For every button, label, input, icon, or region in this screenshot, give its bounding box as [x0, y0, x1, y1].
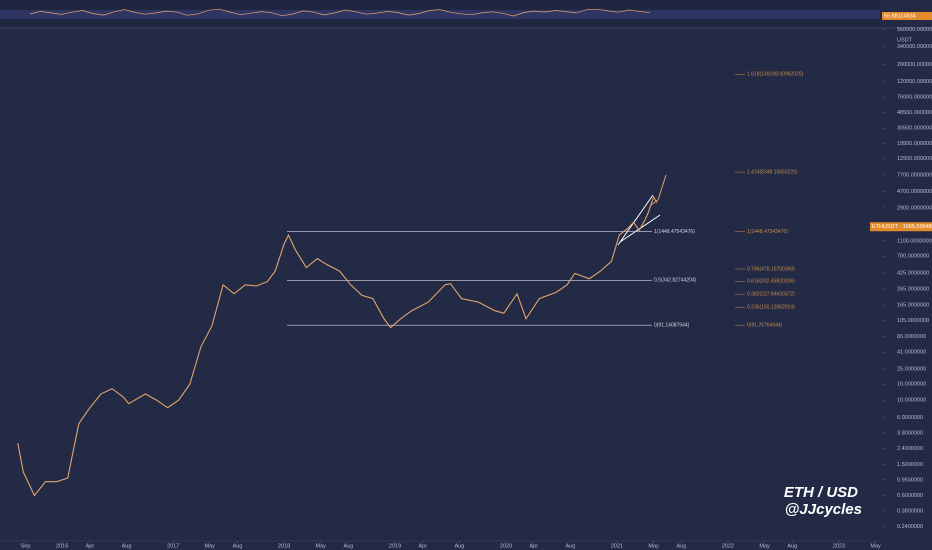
fib-label: 0.5(342.82744204)	[654, 278, 697, 284]
x-tick-label: Apr	[86, 543, 95, 549]
y-tick-label: 265.0000000	[897, 286, 929, 292]
x-tick-label: 2022	[722, 543, 734, 549]
y-tick-label: 4700.0000000	[897, 189, 932, 195]
axis-unit: USDT	[897, 37, 913, 43]
rsi-value-box	[882, 12, 932, 20]
y-tick-label: 700.0000000	[897, 254, 929, 260]
y-tick-label: 2.4000000	[897, 446, 923, 452]
y-tick-label: 76000.0000000	[897, 95, 932, 101]
x-tick-label: Aug	[122, 543, 132, 549]
y-tick-label: 560000.0000000	[897, 27, 932, 33]
extension-label: 0.786(478.16700369)	[747, 266, 795, 272]
x-tick-label: Apr	[529, 543, 538, 549]
rsi-band	[0, 10, 880, 19]
y-tick-label: 105.0000000	[897, 318, 929, 324]
y-tick-label: 340000.0000000	[897, 44, 932, 50]
x-tick-label: 2020	[500, 543, 512, 549]
fib-label: 0(91.14087944)	[654, 323, 690, 329]
x-tick-label: Aug	[565, 543, 575, 549]
rsi-line	[29, 8, 651, 17]
y-tick-label: 30500.0000000	[897, 126, 932, 132]
projection	[650, 174, 667, 206]
y-tick-label: 165.0000000	[897, 303, 929, 309]
y-tick-label: 1.5000000	[897, 462, 923, 468]
x-tick-label: 2016	[56, 543, 68, 549]
x-tick-label: Aug	[233, 543, 243, 549]
y-tick-label: 0.2400000	[897, 524, 923, 530]
extension-label: 0.382(227.84600372)	[747, 291, 795, 297]
extension-label: 1(1448.47543476)	[747, 229, 788, 235]
y-tick-label: 200000.0000000	[897, 62, 932, 68]
x-tick-label: 2019	[389, 543, 401, 549]
y-tick-label: 2900.0000000	[897, 205, 932, 211]
watermark-subtitle: @JJcycles	[785, 501, 862, 518]
price-label-box	[870, 222, 932, 232]
y-tick-label: 3.8000000	[897, 430, 923, 436]
y-tick-label: 10.0000000	[897, 398, 926, 404]
y-tick-label: 65.0000000	[897, 334, 926, 340]
extension-label: 1.618(149198.90962025)	[747, 72, 803, 78]
y-tick-label: 16.0000000	[897, 382, 926, 388]
extension-label: 1.414(8348.10650225)	[747, 169, 798, 175]
extension-label: 0.236(155.12062914)	[747, 305, 795, 311]
y-tick-label: 0.3800000	[897, 508, 923, 514]
rsi-value-label: 55.88114934	[884, 13, 916, 19]
wedge-upper	[617, 194, 654, 246]
y-tick-label: 19500.0000000	[897, 141, 932, 147]
y-tick-label: 120000.0000000	[897, 79, 932, 85]
x-tick-label: Aug	[344, 543, 354, 549]
x-tick-label: 2021	[611, 543, 623, 549]
x-tick-label: Aug	[787, 543, 797, 549]
x-tick-label: May	[648, 543, 659, 549]
y-tick-label: 6.0000000	[897, 415, 923, 421]
x-tick-label: 2018	[278, 543, 290, 549]
y-tick-label: 1100.0000000	[897, 238, 932, 244]
y-tick-label: 7700.0000000	[897, 172, 932, 178]
price-label: ETHUSDT · 1665.59948327	[872, 224, 932, 230]
x-tick-label: 2023	[833, 543, 845, 549]
y-tick-label: 48500.0000000	[897, 110, 932, 116]
x-tick-label: Aug	[676, 543, 686, 549]
x-tick-label: 2017	[167, 543, 179, 549]
y-tick-label: 25.0000000	[897, 367, 926, 373]
y-tick-label: 425.0000000	[897, 270, 929, 276]
extension-label: 0.618(332.45920206)	[747, 279, 795, 285]
x-tick-label: Apr	[419, 543, 428, 549]
watermark-title: ETH / USD	[784, 484, 858, 501]
x-tick-label: Aug	[455, 543, 465, 549]
extension-label: 0(91.25764944)	[747, 322, 783, 328]
x-tick-label: May	[759, 543, 770, 549]
y-tick-label: 0.6000000	[897, 493, 923, 499]
x-tick-label: May	[316, 543, 327, 549]
x-tick-label: May	[870, 543, 881, 549]
y-tick-label: 41.0000000	[897, 350, 926, 356]
fib-label: 1(1448.47543476)	[654, 229, 695, 235]
price-line	[17, 195, 658, 497]
x-tick-label: Sep	[21, 543, 31, 549]
y-tick-label: 0.9500000	[897, 477, 923, 483]
x-tick-label: May	[205, 543, 216, 549]
y-tick-label: 12500.0000000	[897, 156, 932, 162]
